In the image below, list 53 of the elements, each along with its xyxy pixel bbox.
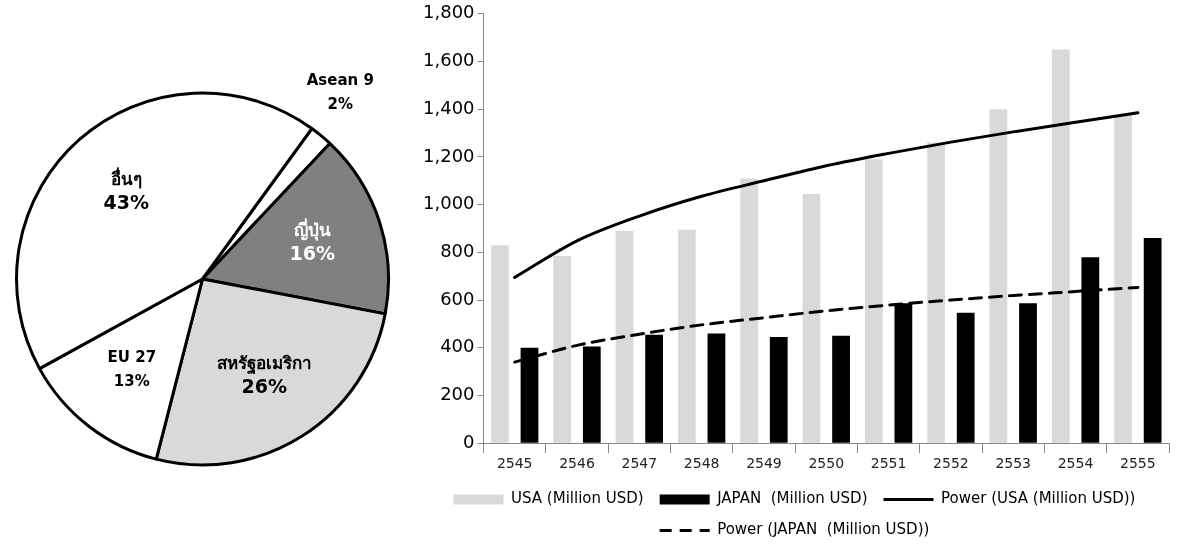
x-tick-label: 2548	[683, 455, 720, 472]
slice-label: Asean 9	[306, 71, 374, 90]
bar	[740, 178, 759, 443]
data-label: 26%	[241, 375, 288, 398]
bar	[553, 255, 572, 443]
bar	[677, 229, 696, 443]
data-label: 16%	[289, 242, 335, 265]
data-label: 43%	[103, 191, 149, 214]
y-tick-label: 200	[440, 383, 475, 405]
legend-label: JAPAN (Million USD)	[716, 489, 868, 508]
bar	[1114, 115, 1132, 443]
y-tick-label: 400	[440, 335, 475, 357]
slice-label: ญี่ปุ่น	[293, 217, 331, 241]
line-series	[513, 111, 1140, 279]
bar	[802, 193, 821, 443]
bar	[707, 333, 726, 443]
bar	[864, 159, 883, 443]
x-tick-label: 2551	[870, 455, 907, 472]
x-tick-label: 2545	[496, 455, 533, 472]
legend-label: USA (Million USD)	[511, 489, 644, 508]
bar	[491, 245, 509, 443]
x-tick-label: 2552	[933, 455, 969, 472]
slice-label: อื่นๆ	[110, 166, 142, 189]
bar	[1019, 303, 1037, 443]
y-tick-label: 1,800	[423, 1, 475, 23]
y-tick-label: 1,400	[423, 96, 475, 118]
x-tick-label: 2555	[1120, 455, 1156, 472]
slice-label: สหรัฐอเมริกา	[216, 352, 312, 375]
y-tick-label: 0	[463, 430, 475, 452]
bar	[956, 312, 975, 443]
y-tick-label: 800	[440, 240, 475, 262]
legend-label: Power (JAPAN (Million USD))	[717, 520, 930, 539]
legend-label: Power (USA (Million USD))	[941, 489, 1136, 508]
x-tick-label: 2549	[746, 455, 782, 472]
y-tick-label: 1,200	[423, 144, 475, 166]
x-tick-label: 2554	[1057, 455, 1094, 472]
bar	[927, 142, 945, 443]
y-tick-label: 1,000	[423, 192, 475, 214]
bar	[1143, 238, 1162, 443]
data-label: 13%	[113, 372, 150, 391]
bar	[615, 230, 634, 443]
y-tick-label: 1,600	[423, 49, 475, 71]
bar	[832, 335, 850, 443]
y-tick-label: 600	[440, 287, 475, 309]
slice-label: EU 27	[107, 348, 157, 367]
x-tick-label: 2553	[995, 455, 1032, 472]
x-tick-label: 2550	[808, 455, 845, 472]
data-label: 2%	[327, 95, 354, 114]
bar	[769, 337, 788, 443]
x-tick-label: 2546	[559, 455, 595, 472]
bar	[1051, 49, 1070, 443]
bar	[989, 109, 1008, 443]
x-tick-label: 2547	[621, 455, 658, 472]
